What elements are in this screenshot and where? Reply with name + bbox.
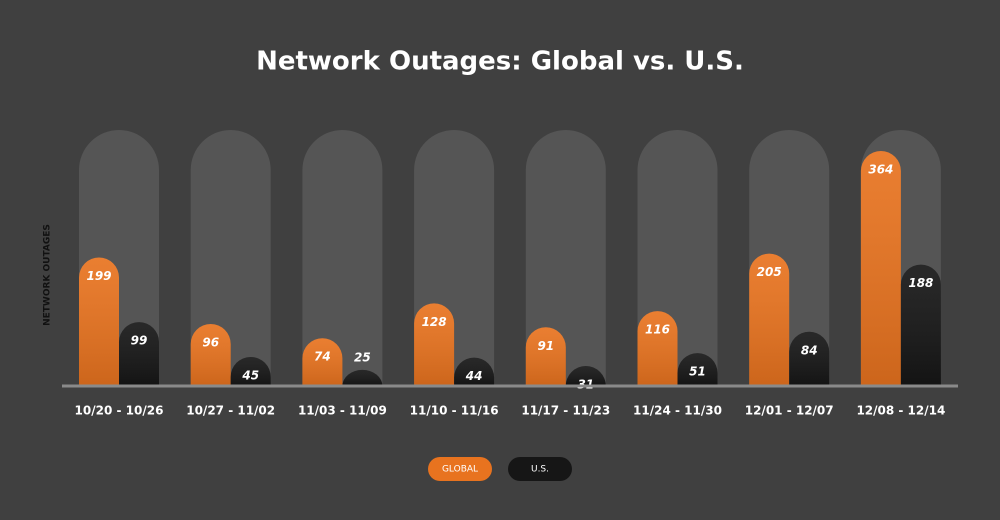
value-label: 188 [908, 276, 933, 290]
bar-shade [302, 338, 343, 386]
x-tick-label: 10/27 - 11/02 [186, 404, 275, 418]
value-label: 96 [202, 336, 219, 350]
bar-track [190, 130, 271, 386]
legend-label: GLOBAL [442, 465, 478, 475]
bar-shade [749, 253, 790, 386]
bar-track [302, 130, 383, 386]
value-label: 51 [689, 365, 706, 379]
value-label: 84 [801, 343, 818, 357]
bar-shade [79, 257, 119, 386]
x-tick-label: 12/08 - 12/14 [856, 404, 945, 418]
x-tick-label: 12/01 - 12/07 [745, 404, 834, 418]
bar-shade [454, 357, 495, 386]
bar-shade [414, 303, 455, 386]
bar-shade [119, 322, 159, 386]
bar-shade [677, 353, 718, 386]
x-tick-label: 11/24 - 11/30 [633, 404, 722, 418]
bar-shade [525, 327, 566, 386]
bar-shade [900, 264, 941, 386]
bar-shade [637, 311, 678, 386]
bar-shade [565, 365, 606, 386]
value-label: 199 [86, 269, 111, 283]
value-label: 91 [537, 339, 554, 353]
bar-track [525, 130, 606, 386]
legend-label: U.S. [531, 465, 549, 475]
value-label: 116 [645, 323, 670, 337]
legend-swatch [508, 457, 572, 481]
value-label: 44 [465, 369, 483, 383]
value-label: 31 [577, 377, 594, 391]
legend-swatch [428, 457, 492, 481]
x-tick-label: 11/17 - 11/23 [521, 404, 610, 418]
value-label: 25 [354, 350, 371, 364]
bar-shade [190, 324, 231, 386]
y-axis-label: NETWORK OUTAGES [43, 224, 53, 326]
value-label: 99 [131, 334, 148, 348]
value-label: 128 [422, 315, 447, 329]
chart-title: Network Outages: Global vs. U.S. [256, 47, 744, 77]
x-tick-label: 11/10 - 11/16 [410, 404, 499, 418]
bar-shade [342, 369, 383, 386]
value-label: 45 [241, 368, 259, 382]
bar-shade [860, 151, 901, 386]
value-label: 364 [868, 163, 893, 177]
x-tick-label: 10/20 - 10/26 [75, 404, 164, 418]
bar-shade [789, 331, 830, 386]
value-label: 74 [314, 350, 331, 364]
x-tick-label: 11/03 - 11/09 [298, 404, 387, 418]
value-label: 205 [757, 265, 782, 279]
bar-shade [230, 356, 271, 386]
